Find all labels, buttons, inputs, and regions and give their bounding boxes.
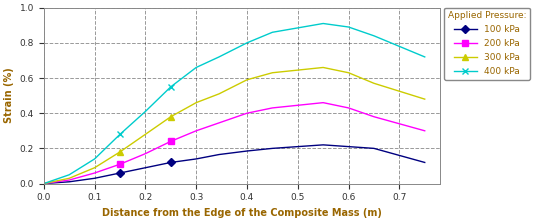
300 kPa [193, 101, 199, 104]
300 kPa [345, 71, 352, 74]
400 kPa [168, 85, 174, 88]
100 kPa [117, 172, 123, 174]
400 kPa [216, 56, 222, 58]
400 kPa [91, 158, 98, 160]
400 kPa [421, 56, 428, 58]
200 kPa [66, 179, 73, 181]
100 kPa [244, 150, 250, 152]
200 kPa [117, 163, 123, 166]
100 kPa [421, 161, 428, 164]
100 kPa [142, 166, 148, 169]
100 kPa [41, 182, 47, 185]
200 kPa [244, 112, 250, 115]
Line: 300 kPa: 300 kPa [41, 64, 428, 187]
300 kPa [91, 166, 98, 169]
100 kPa [345, 145, 352, 148]
100 kPa [91, 177, 98, 180]
400 kPa [371, 34, 377, 37]
300 kPa [142, 133, 148, 136]
100 kPa [216, 153, 222, 156]
200 kPa [142, 152, 148, 155]
400 kPa [320, 22, 326, 25]
400 kPa [66, 173, 73, 176]
200 kPa [91, 172, 98, 174]
Legend: 100 kPa, 200 kPa, 300 kPa, 400 kPa: 100 kPa, 200 kPa, 300 kPa, 400 kPa [444, 8, 530, 80]
X-axis label: Distance from the Edge of the Composite Mass (m): Distance from the Edge of the Composite … [102, 208, 382, 218]
200 kPa [168, 140, 174, 143]
300 kPa [244, 78, 250, 81]
300 kPa [371, 82, 377, 85]
400 kPa [244, 42, 250, 44]
Line: 100 kPa: 100 kPa [41, 142, 428, 186]
400 kPa [142, 110, 148, 113]
400 kPa [41, 182, 47, 185]
100 kPa [193, 158, 199, 160]
300 kPa [216, 93, 222, 95]
300 kPa [117, 151, 123, 153]
400 kPa [193, 66, 199, 69]
100 kPa [269, 147, 276, 150]
300 kPa [41, 182, 47, 185]
100 kPa [371, 147, 377, 150]
300 kPa [421, 98, 428, 101]
200 kPa [371, 115, 377, 118]
200 kPa [41, 182, 47, 185]
Line: 200 kPa: 200 kPa [41, 100, 428, 186]
400 kPa [117, 133, 123, 136]
Y-axis label: Strain (%): Strain (%) [4, 68, 14, 123]
100 kPa [168, 161, 174, 164]
400 kPa [269, 31, 276, 34]
200 kPa [421, 129, 428, 132]
200 kPa [216, 121, 222, 124]
200 kPa [320, 101, 326, 104]
200 kPa [345, 107, 352, 109]
200 kPa [193, 129, 199, 132]
300 kPa [168, 115, 174, 118]
100 kPa [320, 144, 326, 146]
300 kPa [269, 71, 276, 74]
Line: 400 kPa: 400 kPa [41, 20, 428, 187]
300 kPa [66, 177, 73, 180]
400 kPa [345, 26, 352, 28]
200 kPa [269, 107, 276, 109]
100 kPa [66, 180, 73, 183]
300 kPa [320, 66, 326, 69]
